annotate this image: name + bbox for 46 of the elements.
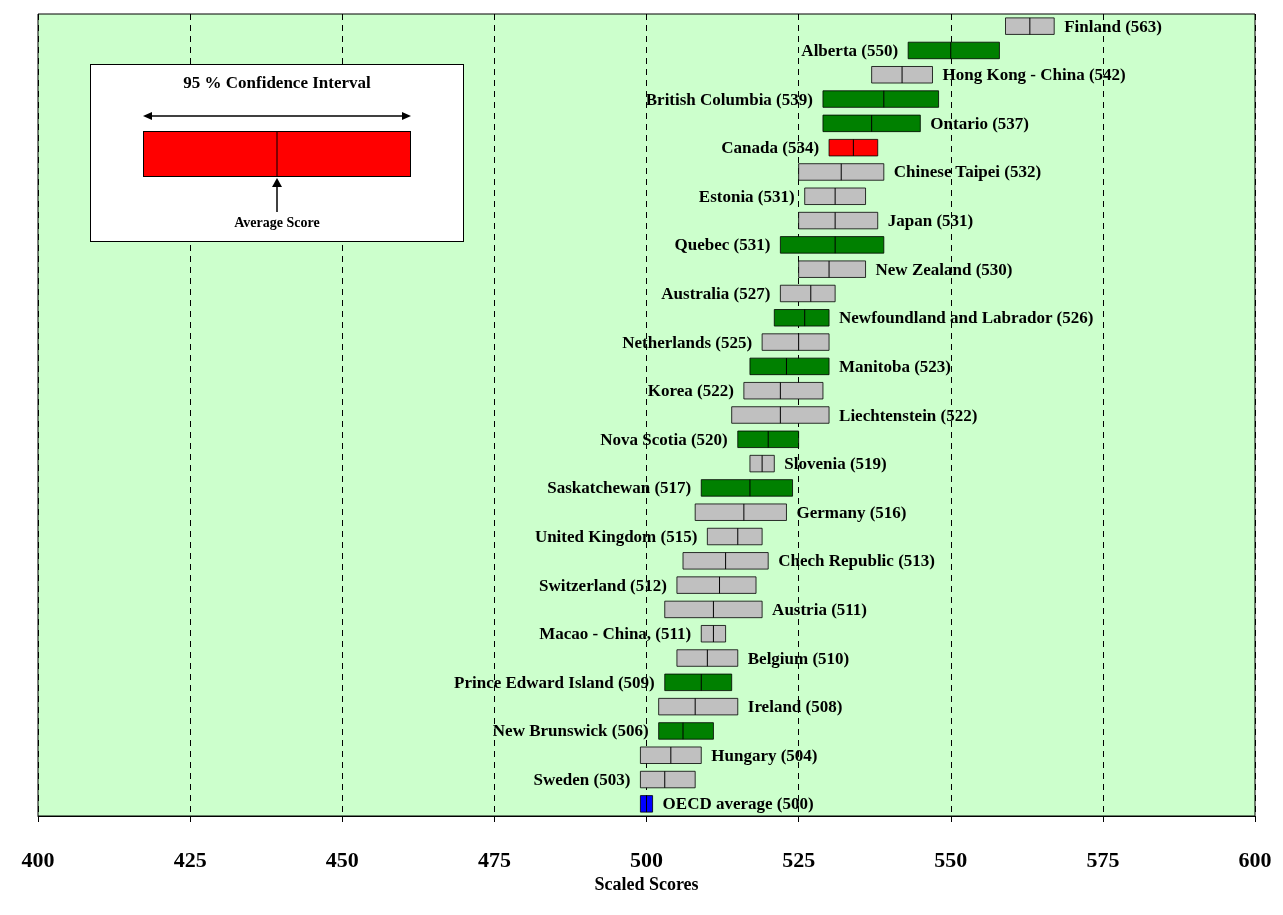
y-tick-label: British Columbia (539) <box>645 89 813 109</box>
y-tick-label: OECD average (500) <box>662 794 814 814</box>
y-tick-label: Japan (531) <box>887 211 974 231</box>
y-tick-label: Switzerland (512) <box>538 575 667 595</box>
y-tick-label: Quebec (531) <box>674 235 771 255</box>
annotation: Average Score <box>233 215 321 231</box>
y-tick-label: Hong Kong - China (542) <box>942 65 1126 85</box>
y-tick-label: United Kingdom (515) <box>534 527 698 547</box>
y-tick-label: Sweden (503) <box>533 770 631 790</box>
y-tick-label: Alberta (550) <box>801 40 899 60</box>
x-tick-label: 525 <box>782 846 816 872</box>
x-tick-label: 550 <box>934 846 968 872</box>
annotation: 95 % Confidence Interval <box>182 73 372 93</box>
y-tick-label: Liechtenstein (522) <box>839 405 978 425</box>
x-tick-label: 425 <box>173 846 207 872</box>
x-axis-title: Scaled Scores <box>594 873 699 894</box>
y-tick-label: Chech Republic (513) <box>778 551 935 571</box>
x-tick-label: 500 <box>630 846 663 872</box>
y-tick-label: Ontario (537) <box>930 113 1030 133</box>
y-tick-label: Canada (534) <box>721 138 820 158</box>
y-tick-label: Manitoba (523) <box>839 356 951 376</box>
x-tick-label: 475 <box>477 846 511 872</box>
y-tick-label: Prince Edward Island (509) <box>454 672 655 692</box>
y-tick-label: Germany (516) <box>796 502 907 522</box>
x-tick-label: 450 <box>325 846 359 872</box>
y-tick-label: Belgium (510) <box>747 648 850 668</box>
x-tick-label: 575 <box>1086 846 1120 872</box>
y-tick-label: Nova Scotia (520) <box>600 429 728 449</box>
y-tick-label: Netherlands (525) <box>622 332 753 352</box>
y-tick-label: Hungary (504) <box>711 745 818 765</box>
y-tick-label: Finland (563) <box>1064 16 1162 36</box>
y-tick-label: Saskatchewan (517) <box>547 478 692 498</box>
y-tick-label: New Zealand (530) <box>875 259 1013 279</box>
y-tick-label: Newfoundland and Labrador (526) <box>839 308 1094 328</box>
key-box: 95 % Confidence Interval Average Score <box>90 64 464 242</box>
y-tick-label: Macao - China, (511) <box>539 624 692 644</box>
y-tick-label: Slovenia (519) <box>784 454 887 474</box>
y-tick-label: New Brunswick (506) <box>492 721 649 741</box>
y-tick-label: Estonia (531) <box>698 186 795 206</box>
y-tick-label: Australia (527) <box>661 283 771 303</box>
y-tick-label: Ireland (508) <box>747 697 843 717</box>
x-tick-label: 400 <box>21 846 55 872</box>
y-tick-label: Chinese Taipei (532) <box>893 162 1042 182</box>
x-tick-label: 600 <box>1238 846 1272 872</box>
y-tick-label: Korea (522) <box>647 381 734 401</box>
y-tick-label: Austria (511) <box>772 599 868 619</box>
